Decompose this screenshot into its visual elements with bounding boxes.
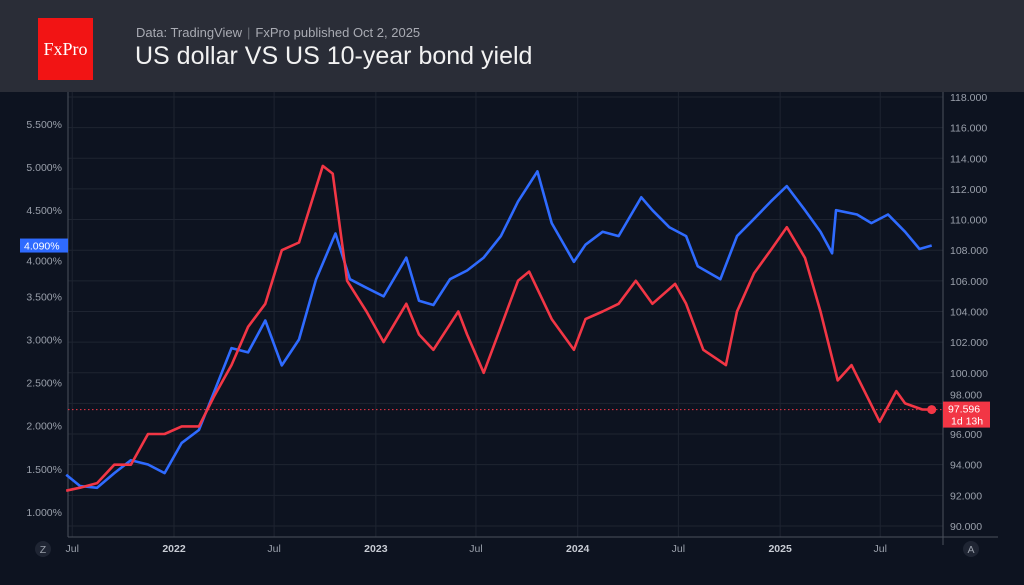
axes [67,92,998,545]
fxpro-logo: FxPro [38,18,93,80]
right-tick-label: 116.000 [950,123,987,135]
right-tick-label: 118.000 [950,92,987,104]
right-tick-label: 96.000 [950,429,982,441]
source-text: Data: TradingView [136,25,242,40]
x-tick-label: Jul [267,543,280,555]
right-tick-label: 112.000 [950,184,987,196]
right-tick-label: 90.000 [950,521,982,533]
left-tick-label: 2.000% [26,421,62,433]
dollar-countdown: 1d 13h [951,416,983,428]
right-tick-label: 92.000 [950,490,982,502]
left-tick-label: 4.500% [26,205,62,217]
x-tick-label: Jul [874,543,887,555]
x-tick-label: Jul [672,543,685,555]
right-tick-label: 104.000 [950,306,988,318]
right-tick-label: 94.000 [950,460,982,472]
left-tick-label: 5.000% [26,162,62,174]
x-tick-label: 2023 [364,543,388,555]
right-tick-label: 108.000 [950,245,988,257]
axis-labels: 90.000 92.000 94.000 96.000 98.000 100.000 102… [20,92,990,555]
a-label: A [967,544,974,556]
dollar-last-value: 97.596 [948,404,980,416]
left-tick-label: 1.500% [26,464,62,476]
yield-last-value: 4.090% [24,241,60,253]
auto-scale-button[interactable]: A [963,541,979,557]
right-tick-label: 102.000 [950,337,988,349]
subtitle: Data: TradingView | FxPro published Oct 2,… [136,25,420,40]
right-tick-label: 106.000 [950,276,988,288]
left-tick-label: 2.500% [26,378,62,390]
z-label: Z [40,544,47,556]
series-lines [65,164,937,492]
separator: | [247,25,251,40]
right-tick-label: 114.000 [950,153,987,165]
x-tick-label: Jul [66,543,79,555]
left-tick-label: 1.000% [26,507,62,519]
dollar-last-dot [927,405,937,415]
left-tick-label: 4.000% [26,256,62,268]
header: FxPro Data: TradingView | FxPro published … [0,0,1024,92]
dollar-last-badge [943,401,990,428]
left-tick-label: 5.500% [26,119,62,131]
right-tick-label: 98.000 [950,390,982,402]
left-tick-label: 3.500% [26,291,62,303]
zoom-reset-button[interactable]: Z [35,541,51,557]
x-tick-label: 2024 [566,543,590,555]
right-tick-label: 100.000 [950,368,988,380]
chart-title: US dollar VS US 10-year bond yield [135,42,533,70]
published-text: FxPro published Oct 2, 2025 [255,25,421,40]
x-tick-label: 2022 [162,543,186,555]
yield-last-badge [20,238,68,253]
yield-series-line [65,170,933,490]
x-tick-label: 2025 [768,543,792,555]
right-tick-label: 110.000 [950,215,987,227]
x-tick-label: Jul [469,543,482,555]
left-tick-label: 3.000% [26,335,62,347]
dollar-series-line [65,164,932,492]
